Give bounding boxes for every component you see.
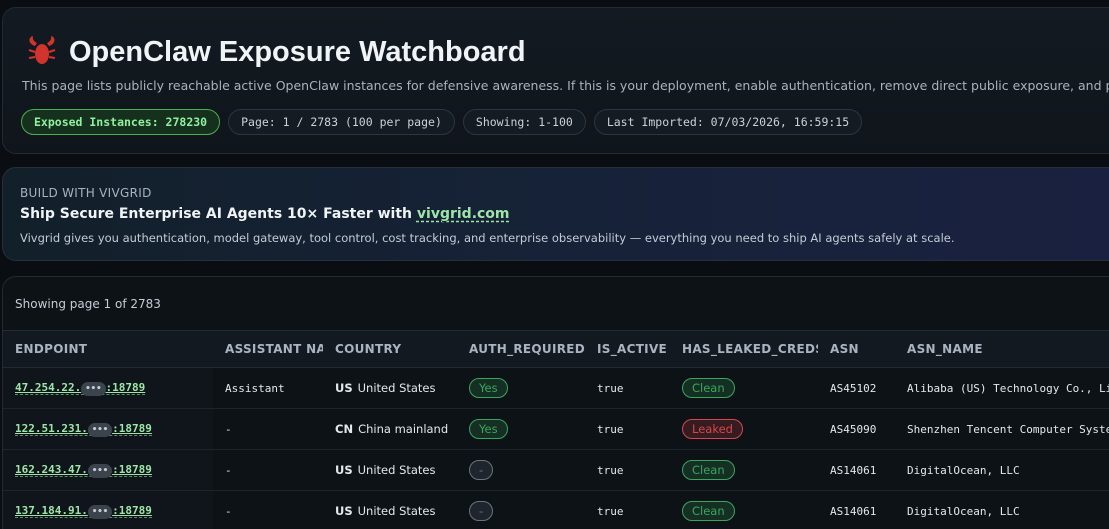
badge: Page: 1 / 2783 (100 per page) xyxy=(228,109,455,135)
assistant-name: - xyxy=(213,490,323,529)
table-body: 47.254.22. •••:18789 Assistant US United Sta… xyxy=(3,367,1109,529)
endpoint-mask: ••• xyxy=(87,505,113,519)
table-row[interactable]: 122.51.231. •••:18789 - CN China mainland Yes… xyxy=(3,408,1109,450)
leak-pill: Clean xyxy=(682,501,735,521)
country-code: US xyxy=(335,463,353,477)
column-header[interactable]: ASSISTANT NAM xyxy=(213,330,323,368)
is-active: true xyxy=(585,408,670,450)
promo-heading: Ship Secure Enterprise AI Agents 10× Fas… xyxy=(20,206,510,222)
endpoint-ip: 47.254.22. xyxy=(15,381,82,394)
endpoint-link[interactable]: 122.51.231. •••:18789 xyxy=(15,422,152,437)
country-name: China mainland xyxy=(358,422,449,436)
auth-pill: - xyxy=(469,460,494,480)
description: This page lists publicly reachable activ… xyxy=(22,78,1109,93)
endpoint-cell: 122.51.231. •••:18789 xyxy=(3,408,213,450)
endpoint-link[interactable]: 162.243.47. •••:18789 xyxy=(15,463,152,478)
column-header[interactable]: IS_ACTIVE xyxy=(585,330,670,368)
badge: Exposed Instances: 278230 xyxy=(21,109,221,135)
table-row[interactable]: 137.184.91. •••:18789- US United States - tru… xyxy=(3,490,1109,529)
endpoint-port: :18789 xyxy=(105,381,146,394)
auth-cell: Yes xyxy=(457,408,585,450)
table-caption: Showing page 1 of 2783 xyxy=(15,297,161,311)
is-active: true xyxy=(585,367,670,409)
auth-cell: - xyxy=(457,490,585,529)
asn-name: DigitalOcean, LLC xyxy=(895,490,1109,529)
leak-pill: Clean xyxy=(682,460,735,480)
endpoint-port: :18789 xyxy=(112,422,152,435)
column-header[interactable]: COUNTRY xyxy=(323,330,457,368)
leak-cell: Leaked xyxy=(670,408,818,450)
country-code: CN xyxy=(335,422,354,436)
endpoint-ip: 162.243.47. xyxy=(15,463,88,476)
promo-eyebrow: BUILD WITH VIVGRID xyxy=(20,186,152,200)
endpoint-ip: 137.184.91. xyxy=(15,504,88,517)
leak-cell: Clean xyxy=(670,367,818,409)
logo-icon xyxy=(28,36,56,64)
endpoint-mask: ••• xyxy=(87,464,113,478)
column-header[interactable]: ASN xyxy=(818,330,895,368)
auth-pill: Yes xyxy=(469,419,508,439)
leak-cell: Clean xyxy=(670,449,818,491)
page-title: OpenClaw Exposure Watchboard xyxy=(69,36,526,68)
endpoint-port: :18789 xyxy=(112,504,152,517)
asn: AS14061 xyxy=(818,449,895,491)
country-cell: CN China mainland xyxy=(323,408,457,450)
column-header[interactable]: ASN_NAME xyxy=(895,330,1109,368)
asn: AS45090 xyxy=(818,408,895,450)
endpoint-link[interactable]: 47.254.22. •••:18789 xyxy=(15,381,146,396)
country-cell: US United States xyxy=(323,490,457,529)
endpoint-cell: 137.184.91. •••:18789 xyxy=(3,490,213,529)
country-name: United States xyxy=(357,463,436,477)
asn: AS45102 xyxy=(818,367,895,409)
endpoint-ip: 122.51.231. xyxy=(15,422,88,435)
auth-pill: Yes xyxy=(469,378,508,398)
promo-body: Vivgrid gives you authentication, model … xyxy=(20,231,955,245)
column-header[interactable]: HAS_LEAKED_CREDS xyxy=(670,330,818,368)
asn-name: DigitalOcean, LLC xyxy=(895,449,1109,491)
assistant-name: - xyxy=(213,408,323,450)
assistant-name: Assistant xyxy=(213,367,323,409)
country-name: United States xyxy=(357,381,436,395)
promo-heading-text: Ship Secure Enterprise AI Agents 10× Fas… xyxy=(20,206,413,222)
is-active: true xyxy=(585,490,670,529)
endpoint-cell: 162.243.47. •••:18789 xyxy=(3,449,213,491)
column-header[interactable]: ENDPOINT xyxy=(3,330,213,368)
auth-cell: Yes xyxy=(457,367,585,409)
header-panel: OpenClaw Exposure Watchboard This page l… xyxy=(2,7,1109,154)
column-header[interactable]: AUTH_REQUIRED xyxy=(457,330,585,368)
table-row[interactable]: 47.254.22. •••:18789 Assistant US United Sta… xyxy=(3,367,1109,409)
endpoint-cell: 47.254.22. •••:18789 xyxy=(3,367,213,409)
country-cell: US United States xyxy=(323,449,457,491)
auth-cell: - xyxy=(457,449,585,491)
badge: Showing: 1-100 xyxy=(462,109,586,135)
promo-link[interactable]: vivgrid.com xyxy=(416,206,510,222)
leak-pill: Leaked xyxy=(682,419,743,439)
leak-cell: Clean xyxy=(670,490,818,529)
table-row[interactable]: 162.243.47. •••:18789- US United States - tru… xyxy=(3,449,1109,491)
endpoint-mask: ••• xyxy=(81,382,106,396)
asn-name: Shenzhen Tencent Computer Syste xyxy=(895,408,1109,450)
endpoint-mask: ••• xyxy=(87,423,113,437)
badge: Last Imported: 07/03/2026, 16:59:15 xyxy=(593,109,863,135)
promo-panel: BUILD WITH VIVGRID Ship Secure Enterpris… xyxy=(2,167,1109,261)
country-code: US xyxy=(335,504,353,518)
table-panel: Showing page 1 of 2783 ENDPOINT ASSISTANT… xyxy=(2,276,1109,529)
assistant-name: - xyxy=(213,449,323,491)
country-name: United States xyxy=(357,504,436,518)
auth-pill: - xyxy=(469,501,494,521)
endpoint-link[interactable]: 137.184.91. •••:18789 xyxy=(15,504,152,519)
country-cell: US United States xyxy=(323,367,457,409)
endpoint-port: :18789 xyxy=(112,463,152,476)
asn: AS14061 xyxy=(818,490,895,529)
is-active: true xyxy=(585,449,670,491)
country-code: US xyxy=(335,381,353,395)
leak-pill: Clean xyxy=(682,378,735,398)
badge-list: Exposed Instances: 278230 Page: 1 / 2783 … xyxy=(21,109,863,135)
asn-name: Alibaba (US) Technology Co., Li xyxy=(895,367,1109,409)
